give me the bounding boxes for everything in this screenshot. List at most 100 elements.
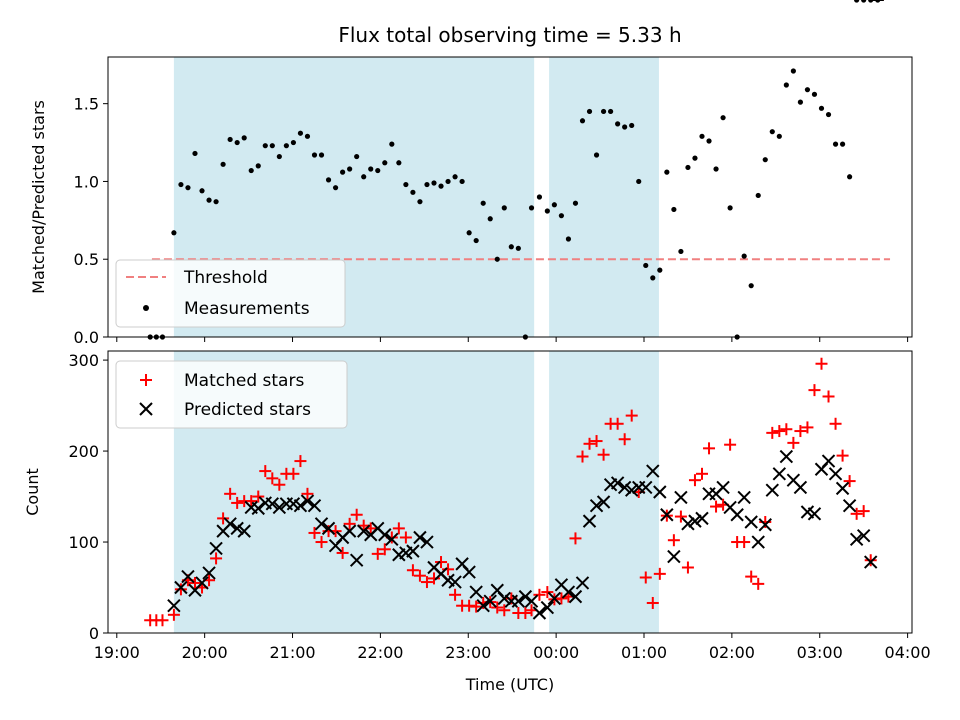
predicted-point xyxy=(202,566,216,580)
predicted-point-b xyxy=(532,606,547,620)
measurement-point xyxy=(262,143,268,149)
x-tick-label: 19:00 xyxy=(94,643,140,662)
measurement-point xyxy=(375,167,381,174)
matched-point xyxy=(752,577,765,590)
predicted-point-b xyxy=(441,573,455,587)
predicted-point xyxy=(307,498,322,513)
matched-point xyxy=(639,571,652,584)
matched-point xyxy=(406,564,419,577)
measurement-point xyxy=(396,160,402,166)
measurement-point xyxy=(480,200,486,206)
x-tick-label: 22:00 xyxy=(357,643,403,662)
bottom-panel: 0 100 200 300 19:00 20:00 21:00 22:00 23:00 00:0… xyxy=(23,0,931,694)
predicted-point-b xyxy=(646,464,660,478)
matched-point xyxy=(449,588,462,601)
matched-point xyxy=(245,495,258,508)
measurement-point xyxy=(797,99,804,105)
measurement-point xyxy=(178,181,184,188)
predicted-point xyxy=(772,467,787,481)
predicted-point-b xyxy=(786,473,801,487)
predicted-point xyxy=(209,541,223,556)
top-panel-ylabel: Matched/Predicted stars xyxy=(29,100,48,294)
predicted-point xyxy=(730,508,744,522)
matched-point xyxy=(724,438,737,451)
measurement-point xyxy=(473,237,479,244)
predicted-point xyxy=(575,576,590,590)
predicted-point xyxy=(695,511,709,526)
predicted-point xyxy=(483,594,497,608)
predicted-point xyxy=(265,497,280,511)
measurement-point xyxy=(206,197,212,203)
matched-point xyxy=(850,507,863,520)
matched-point xyxy=(231,496,244,509)
matched-point xyxy=(301,487,314,500)
matched-point xyxy=(822,390,835,403)
measurement-point xyxy=(818,105,825,111)
predicted-point xyxy=(667,549,681,564)
predicted-point xyxy=(856,528,871,543)
predicted-point-b xyxy=(547,591,562,606)
matched-point xyxy=(569,532,582,545)
predicted-point-b xyxy=(674,490,688,505)
matched-point xyxy=(541,586,554,599)
predicted-point-b xyxy=(737,490,751,505)
measurement-point xyxy=(727,205,733,211)
matched-point xyxy=(625,409,638,422)
predicted-point xyxy=(793,480,808,495)
measurement-point xyxy=(459,178,465,185)
measurement-point xyxy=(572,200,579,206)
measurement-point xyxy=(241,135,247,141)
predicted-point xyxy=(639,480,653,495)
matched-point xyxy=(399,531,412,544)
measurement-point xyxy=(213,199,219,205)
predicted-point xyxy=(821,454,836,468)
predicted-point xyxy=(547,591,562,606)
matched-point xyxy=(787,436,800,449)
predicted-point-b xyxy=(314,517,329,531)
predicted-point-b xyxy=(856,528,871,543)
observing-window-1 xyxy=(549,57,659,337)
measurement-point xyxy=(615,121,621,127)
predicted-point xyxy=(293,498,308,513)
matched-point xyxy=(442,563,455,576)
predicted-point-b xyxy=(258,496,272,510)
matched-point xyxy=(294,455,307,468)
measurement-point xyxy=(536,194,543,200)
matched-point xyxy=(857,505,870,518)
measurement-point xyxy=(361,174,367,180)
matched-point xyxy=(378,543,391,556)
predicted-point-b xyxy=(765,483,779,497)
x-tick-label: 23:00 xyxy=(445,643,491,662)
predicted-point-b xyxy=(744,515,758,529)
measurement-point xyxy=(501,205,507,211)
predicted-point-b xyxy=(849,532,864,547)
measurement-point xyxy=(171,230,177,236)
measurement-point xyxy=(839,141,846,147)
matched-point xyxy=(618,433,631,446)
bottom-panel-points xyxy=(144,0,884,627)
predicted-point-b xyxy=(371,521,385,536)
predicted-point-b xyxy=(540,600,555,615)
matched-point xyxy=(420,576,433,589)
predicted-point xyxy=(779,449,794,464)
bottom-panel-x-ticks: 19:00 20:00 21:00 22:00 23:00 00:00 01:00 02:00… xyxy=(94,633,931,662)
y-tick-label: 100 xyxy=(68,533,99,552)
predicted-point xyxy=(174,580,188,595)
matched-point xyxy=(470,600,483,613)
measurement-point xyxy=(762,157,768,163)
matched-point xyxy=(583,437,596,450)
matched-point xyxy=(703,442,716,455)
predicted-point xyxy=(230,521,244,536)
predicted-point xyxy=(300,494,315,508)
measurement-point xyxy=(629,122,635,129)
predicted-point xyxy=(653,485,667,499)
predicted-point-b xyxy=(779,449,794,464)
top-panel-legend: Threshold Measurements xyxy=(115,259,346,328)
predicted-point xyxy=(223,517,237,531)
predicted-point-b xyxy=(772,467,787,481)
predicted-point xyxy=(758,518,772,532)
matched-point xyxy=(336,546,349,559)
predicted-point-b xyxy=(821,454,836,468)
matched-point xyxy=(688,474,701,487)
